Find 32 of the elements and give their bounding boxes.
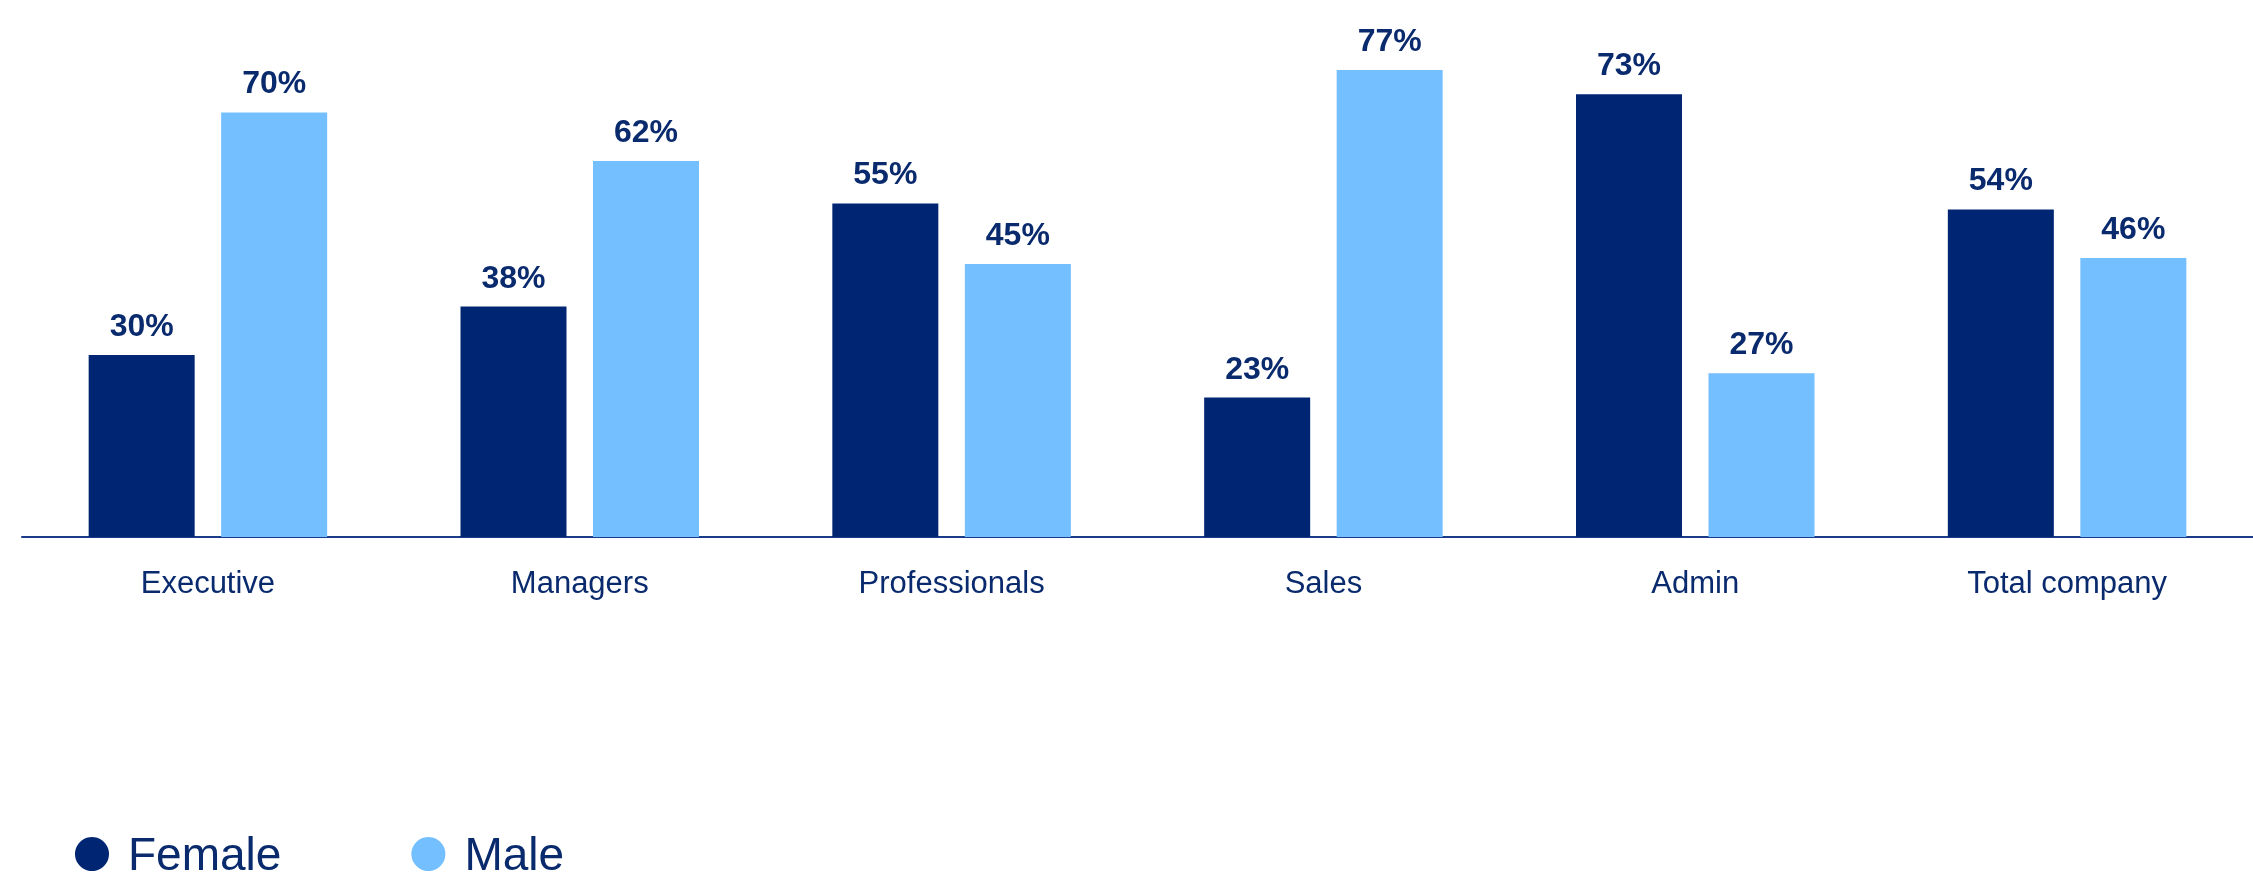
data-label: 27% [1729,325,1794,362]
bar [1336,70,1443,537]
bar [832,203,939,537]
x-tick-label: Managers [510,565,649,600]
bar [88,355,195,537]
data-label: 23% [1225,349,1290,386]
x-tick-label: Professionals [858,565,1045,600]
x-tick-label: Executive [140,565,276,600]
data-label: 45% [985,216,1050,253]
bar [1708,373,1815,537]
data-label: 73% [1596,46,1662,83]
data-label: 62% [613,112,679,149]
data-label: 70% [242,64,307,101]
bar [964,264,1071,537]
bar [1576,94,1682,537]
data-label: 30% [109,307,174,344]
data-label: 77% [1357,22,1422,58]
bar [593,160,699,537]
legend-label: Male [464,828,565,880]
bar [221,112,328,537]
x-tick-label: Total company [1967,565,2168,600]
data-label: 55% [853,155,918,192]
bar [2080,258,2187,537]
x-tick-label: Sales [1284,565,1363,600]
data-label: 38% [481,258,546,295]
bar [460,306,567,537]
data-label: 46% [2101,210,2166,247]
bar [1947,209,2054,537]
bar [1204,397,1311,537]
x-tick-label: Admin [1651,565,1740,600]
legend-label: Female [128,828,282,880]
data-label: 54% [1968,161,2033,198]
